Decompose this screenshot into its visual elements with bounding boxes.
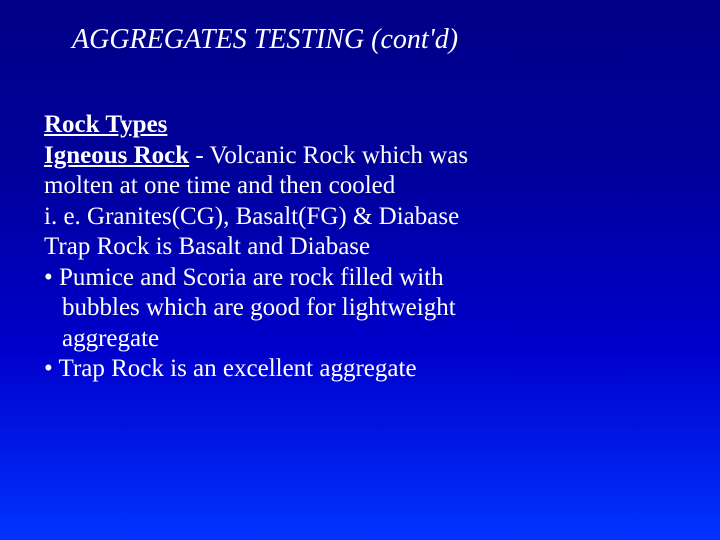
slide: AGGREGATES TESTING (cont'd) Rock Types I… [0,0,720,540]
bullet-1-line-c: aggregate [44,324,676,355]
igneous-label: Igneous Rock [44,142,189,169]
igneous-line-1: Igneous Rock - Volcanic Rock which was [44,141,676,172]
heading-rock-types: Rock Types [44,110,676,141]
body-line-3: i. e. Granites(CG), Basalt(FG) & Diabase [44,202,676,233]
bullet-2: • Trap Rock is an excellent aggregate [44,354,676,385]
bullet-1-line-b: bubbles which are good for lightweight [44,293,676,324]
slide-title: AGGREGATES TESTING (cont'd) [72,24,676,56]
heading-text: Rock Types [44,111,167,138]
body-line-4: Trap Rock is Basalt and Diabase [44,232,676,263]
bullet-1-line-a: • Pumice and Scoria are rock filled with [44,263,676,294]
igneous-desc: - Volcanic Rock which was [189,142,468,169]
body-line-2: molten at one time and then cooled [44,171,676,202]
slide-body: Rock Types Igneous Rock - Volcanic Rock … [44,110,676,385]
